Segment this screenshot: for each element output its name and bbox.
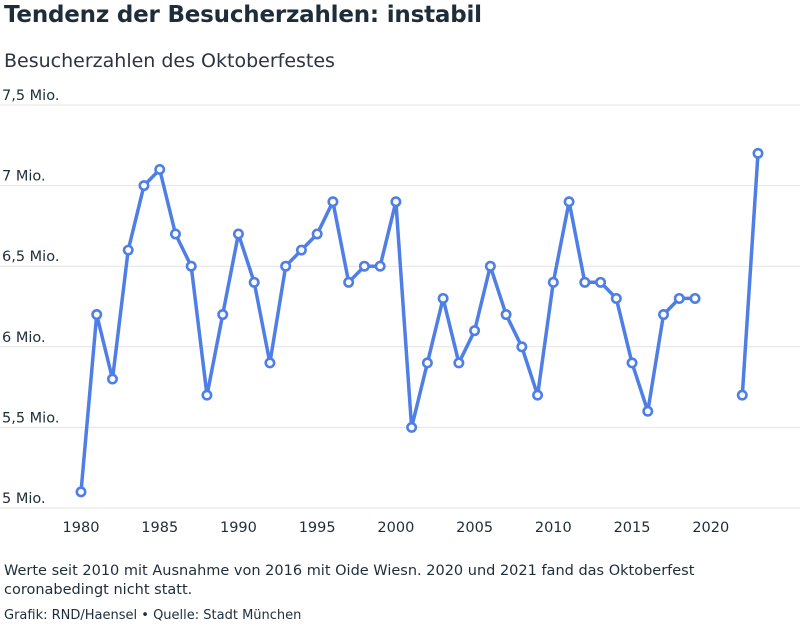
data-point <box>406 421 418 433</box>
data-point <box>626 357 638 369</box>
data-point <box>138 180 150 192</box>
data-point <box>390 196 402 208</box>
chart-note: Werte seit 2010 mit Ausnahme von 2016 mi… <box>4 563 695 598</box>
data-point <box>217 309 229 321</box>
data-point <box>232 228 244 240</box>
y-tick-label: 5,5 Mio. <box>2 410 59 426</box>
data-point <box>358 260 370 272</box>
data-point <box>421 357 433 369</box>
data-point <box>610 292 622 304</box>
data-point <box>563 196 575 208</box>
series-lines <box>79 151 760 494</box>
data-point <box>689 292 701 304</box>
data-point <box>595 276 607 288</box>
chart-title: Tendenz der Besucherzahlen: instabil <box>4 2 482 28</box>
x-tick-label: 2015 <box>614 520 651 536</box>
data-point <box>264 357 276 369</box>
data-point <box>185 260 197 272</box>
data-point <box>169 228 181 240</box>
data-point <box>752 147 764 159</box>
y-tick-label: 7 Mio. <box>2 169 46 185</box>
x-tick-label: 2005 <box>456 520 493 536</box>
x-axis-ticks: 1980 1985 1990 1995 2000 2005 2010 2015 2020 <box>63 520 730 536</box>
y-axis-ticks: 5 Mio. 5,5 Mio. 6 Mio. 6,5 Mio. 7 Mio. 7,5 Mi… <box>2 88 59 507</box>
data-point <box>516 341 528 353</box>
data-point <box>91 309 103 321</box>
y-tick-label: 6,5 Mio. <box>2 249 59 265</box>
data-point <box>295 244 307 256</box>
data-point <box>658 309 670 321</box>
data-point <box>453 357 465 369</box>
data-point <box>154 163 166 175</box>
data-point <box>484 260 496 272</box>
credit-grafik: Grafik: RND/Haensel <box>4 608 138 623</box>
x-tick-label: 2010 <box>535 520 572 536</box>
data-point <box>280 260 292 272</box>
data-point <box>437 292 449 304</box>
data-point <box>469 325 481 337</box>
series-line <box>740 151 760 397</box>
data-point <box>311 228 323 240</box>
data-point <box>122 244 134 256</box>
data-point <box>532 389 544 401</box>
data-point <box>736 389 748 401</box>
series-points <box>75 147 764 498</box>
credit-separator: • <box>141 608 149 623</box>
data-point <box>343 276 355 288</box>
y-tick-label: 6 Mio. <box>2 330 46 346</box>
x-tick-label: 1990 <box>220 520 257 536</box>
data-point <box>579 276 591 288</box>
x-tick-label: 1980 <box>63 520 100 536</box>
data-point <box>327 196 339 208</box>
data-point <box>248 276 260 288</box>
line-chart: 5 Mio. 5,5 Mio. 6 Mio. 6,5 Mio. 7 Mio. 7,5 Mi… <box>0 88 800 536</box>
x-tick-label: 2000 <box>377 520 414 536</box>
chart-credit: Grafik: RND/Haensel • Quelle: Stadt Münc… <box>4 608 301 623</box>
data-point <box>500 309 512 321</box>
x-tick-label: 1985 <box>141 520 178 536</box>
gridlines <box>0 104 800 509</box>
y-tick-label: 7,5 Mio. <box>2 88 59 104</box>
data-point <box>547 276 559 288</box>
data-point <box>106 373 118 385</box>
data-point <box>75 486 87 498</box>
series-line <box>79 167 697 494</box>
chart-subtitle: Besucherzahlen des Oktoberfestes <box>4 50 335 72</box>
data-point <box>201 389 213 401</box>
x-tick-label: 2020 <box>692 520 729 536</box>
data-point <box>673 292 685 304</box>
credit-quelle: Quelle: Stadt München <box>153 608 302 623</box>
x-tick-label: 1995 <box>299 520 336 536</box>
y-tick-label: 5 Mio. <box>2 491 46 507</box>
data-point <box>642 405 654 417</box>
data-point <box>374 260 386 272</box>
